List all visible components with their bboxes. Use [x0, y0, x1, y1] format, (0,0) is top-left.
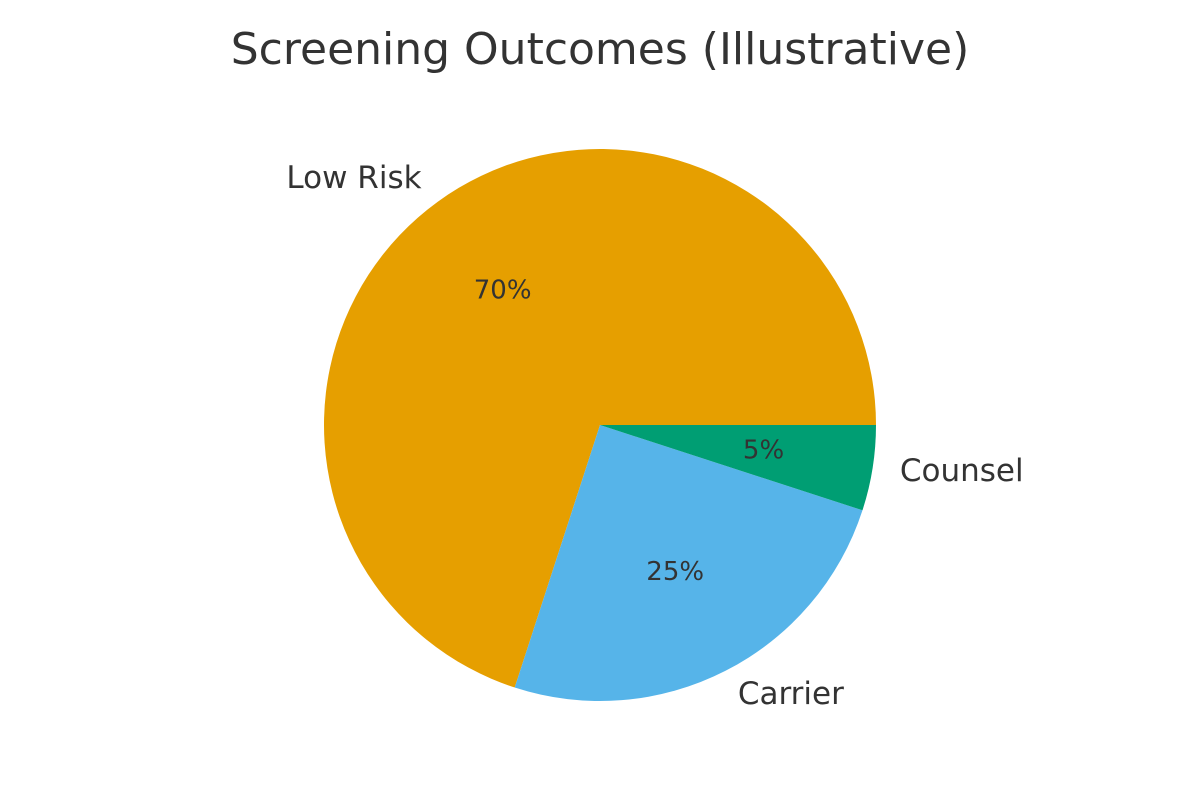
slice-percent-label: 25%: [646, 557, 704, 587]
pie-slice-carrier: [514, 425, 863, 701]
slice-percent-label: 70%: [474, 276, 532, 306]
pie-slice-counsel: [600, 425, 876, 511]
slice-label: Counsel: [900, 453, 1024, 489]
slice-label: Carrier: [738, 676, 844, 712]
slice-percent-label: 5%: [743, 435, 784, 465]
pie-slice-low-risk: [323, 148, 877, 688]
chart-title: Screening Outcomes (Illustrative): [231, 24, 969, 75]
slice-label: Low Risk: [286, 160, 421, 196]
